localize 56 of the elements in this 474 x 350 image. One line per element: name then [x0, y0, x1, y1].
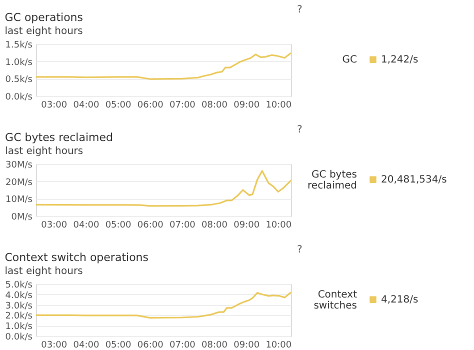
x-tick-label: 05:00 — [105, 220, 132, 230]
x-tick-label: 07:00 — [169, 220, 196, 230]
legend-label: GC — [342, 54, 358, 66]
x-tick-label: 03:00 — [41, 220, 68, 230]
text: ? — [297, 4, 302, 16]
x-tick-label: 06:00 — [137, 100, 164, 110]
text: 4,218/s — [381, 294, 418, 306]
y-tick-label: 0M/s — [11, 212, 33, 222]
y-tick-label: 20M/s — [6, 178, 33, 188]
x-tick-label: 05:00 — [105, 100, 132, 110]
x-tick-label: 04:00 — [73, 220, 100, 230]
x-tick-label: 10:00 — [266, 100, 292, 110]
x-tick-label: 05:00 — [105, 340, 132, 350]
x-tick-label: 08:00 — [202, 100, 228, 110]
x-tick-label: 07:00 — [169, 100, 196, 110]
chart-title: GC bytes reclaimed — [5, 131, 113, 144]
y-tick-label: 0.5k/s — [5, 75, 33, 86]
x-tick-label: 04:00 — [73, 100, 100, 110]
x-tick-label: 08:00 — [202, 220, 228, 230]
x-tick-label: 10:00 — [266, 340, 292, 350]
x-tick-label: 09:00 — [234, 220, 260, 230]
legend-label: GC bytes reclaimed — [308, 169, 357, 192]
x-tick-label: 10:00 — [266, 220, 292, 230]
y-tick-label: 2.0k/s — [5, 312, 33, 322]
text: 1,242/s — [381, 54, 418, 66]
line-series — [35, 170, 292, 207]
line-series — [35, 52, 292, 80]
chart-subtitle: last eight hours — [4, 26, 83, 37]
x-tick-label: 03:00 — [41, 340, 68, 350]
chart-subtitle: last eight hours — [5, 146, 84, 157]
x-tick-label: 07:00 — [169, 340, 196, 350]
y-tick-label: 1.5k/s — [5, 40, 33, 50]
y-tick-label: 0.0k/s — [5, 332, 33, 342]
y-tick-label: 30M/s — [6, 160, 33, 170]
legend-label: Context switches — [314, 289, 358, 312]
y-tick-label: 10M/s — [6, 195, 33, 206]
x-tick-label: 03:00 — [41, 100, 68, 110]
x-tick-label: 04:00 — [73, 340, 100, 350]
y-tick-label: 5.0k/s — [5, 280, 33, 290]
x-tick-label: 06:00 — [137, 340, 164, 350]
chart-title: GC operations — [4, 11, 84, 24]
y-tick-label: 4.0k/s — [5, 290, 33, 301]
text: 20,481,534/s — [381, 174, 447, 186]
y-tick-label: 3.0k/s — [5, 301, 33, 312]
x-tick-label: 08:00 — [202, 340, 228, 350]
x-tick-label: 09:00 — [234, 100, 260, 110]
x-tick-label: 09:00 — [234, 340, 260, 350]
text: ? — [297, 124, 302, 136]
y-tick-label: 1.0k/s — [5, 58, 33, 68]
y-tick-label: 0.0k/s — [5, 92, 33, 102]
y-tick-label: 1.0k/s — [5, 322, 33, 332]
text: ? — [297, 244, 302, 256]
x-tick-label: 06:00 — [137, 220, 164, 230]
chart-title: Context switch operations — [4, 251, 149, 264]
chart-subtitle: last eight hours — [4, 266, 83, 277]
line-series — [35, 292, 292, 319]
